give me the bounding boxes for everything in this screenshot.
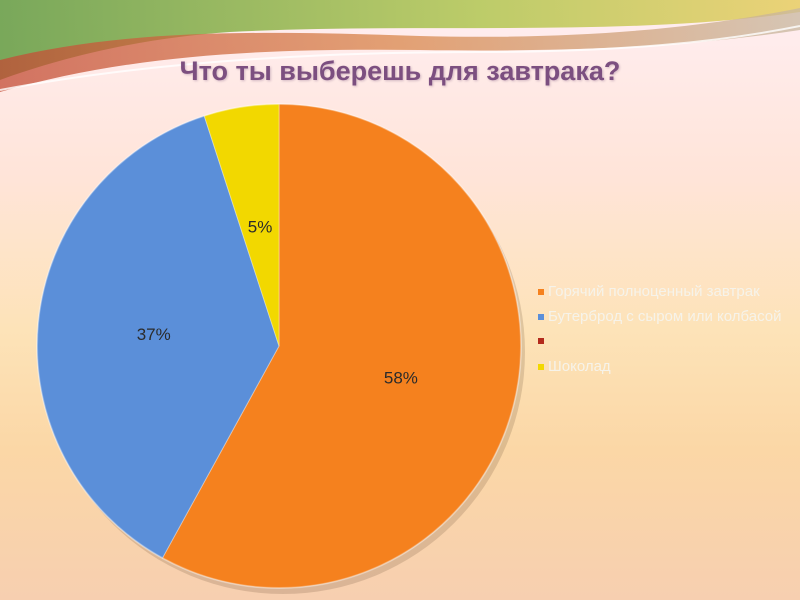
data-label: 58% bbox=[384, 368, 418, 387]
legend-label: Бутерброд с сыром или колбасой bbox=[548, 308, 782, 325]
decor-swoosh-red bbox=[0, 8, 800, 92]
pie-outline bbox=[36, 103, 522, 589]
data-label: 5% bbox=[248, 217, 273, 236]
pie-slice bbox=[203, 103, 280, 347]
legend-label bbox=[548, 331, 788, 352]
legend-item: Шоколад bbox=[538, 356, 788, 377]
legend-item bbox=[538, 331, 788, 352]
legend-label: Шоколад bbox=[548, 358, 611, 375]
chart-legend: Горячий полноценный завтрак Бутерброд с с… bbox=[538, 281, 788, 381]
pie-slice bbox=[36, 115, 280, 559]
legend-swatch bbox=[538, 364, 544, 370]
decor-swoosh-line bbox=[0, 25, 800, 91]
legend-item: Горячий полноценный завтрак bbox=[538, 281, 788, 302]
pie-slice bbox=[161, 103, 522, 589]
chart-title: Что ты выберешь для завтрака? bbox=[179, 56, 621, 86]
legend-swatch bbox=[538, 314, 544, 320]
legend-label: Горячий полноценный завтрак bbox=[548, 283, 760, 300]
legend-item: Бутерброд с сыром или колбасой bbox=[538, 306, 788, 327]
data-label: 37% bbox=[137, 325, 171, 344]
decor-swoosh-top bbox=[0, 0, 800, 80]
legend-swatch bbox=[538, 289, 544, 295]
legend-swatch bbox=[538, 338, 544, 344]
